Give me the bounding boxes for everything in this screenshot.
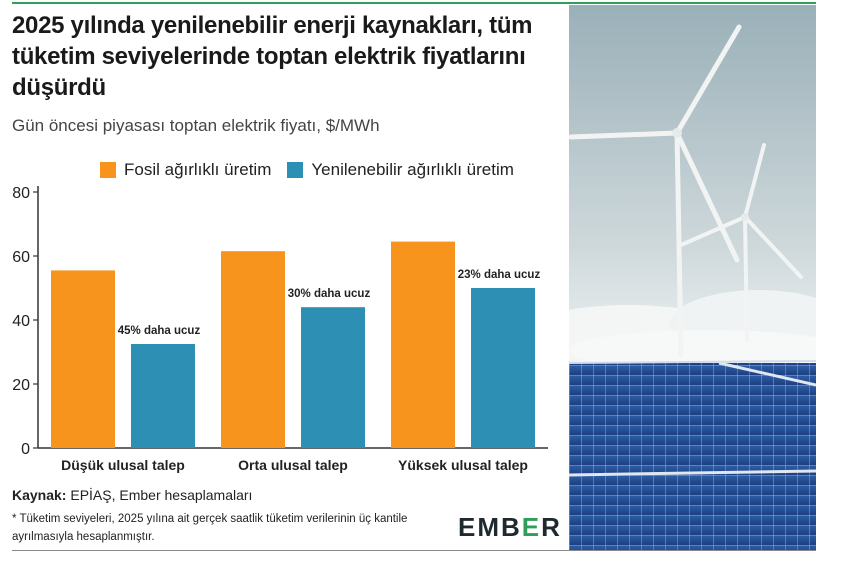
y-tick-label: 40 [12,313,30,330]
source-label: Kaynak: [12,487,67,503]
legend-item-fossil: Fosil ağırlıklı üretim [100,160,271,180]
legend-swatch-renewable [287,162,304,178]
y-tick-label: 20 [12,377,30,394]
source-text: EPİAŞ, Ember hesaplamaları [70,487,253,503]
y-tick-label: 0 [21,441,30,458]
bar-fossil [391,241,455,448]
bar-renewable [131,344,195,448]
bar-annotation: 30% daha ucuz [288,288,371,300]
chart-subtitle: Gün öncesi piyasası toptan elektrik fiya… [12,116,380,135]
bar-annotation: 45% daha ucuz [118,325,201,337]
bar-fossil [51,270,115,448]
bar-fossil [221,251,285,448]
bottom-rule [12,550,816,551]
bar-chart: 0 20 40 60 80 45% daha ucuz Düşük ulusal talep… [12,185,548,473]
footnote: * Tüketim seviyeleri, 2025 yılına ait ge… [12,513,408,543]
legend: Fosil ağırlıklı üretim Yenilenebilir ağı… [100,160,530,180]
x-category-label: Düşük ulusal talep [61,457,185,473]
top-rule [12,2,816,4]
bar-renewable [301,307,365,448]
legend-swatch-fossil [100,162,116,178]
x-category-label: Yüksek ulusal talep [398,457,528,473]
legend-item-renewable: Yenilenebilir ağırlıklı üretim [287,160,514,180]
legend-label-renewable: Yenilenebilir ağırlıklı üretim [311,160,514,179]
y-tick-label: 60 [12,249,30,266]
legend-label-fossil: Fosil ağırlıklı üretim [124,160,272,179]
wind-turbines-solar-panels-photo [569,5,816,550]
x-category-label: Orta ulusal talep [238,457,348,473]
y-tick-label: 80 [12,185,30,202]
bar-annotation: 23% daha ucuz [458,269,541,281]
bar-renewable [471,288,535,448]
chart-title: 2025 yılında yenilenebilir enerji kaynak… [12,12,533,101]
source-note: Kaynak: EPİAŞ, Ember hesaplamaları [12,487,252,503]
ember-logo: EMBER [458,512,562,542]
